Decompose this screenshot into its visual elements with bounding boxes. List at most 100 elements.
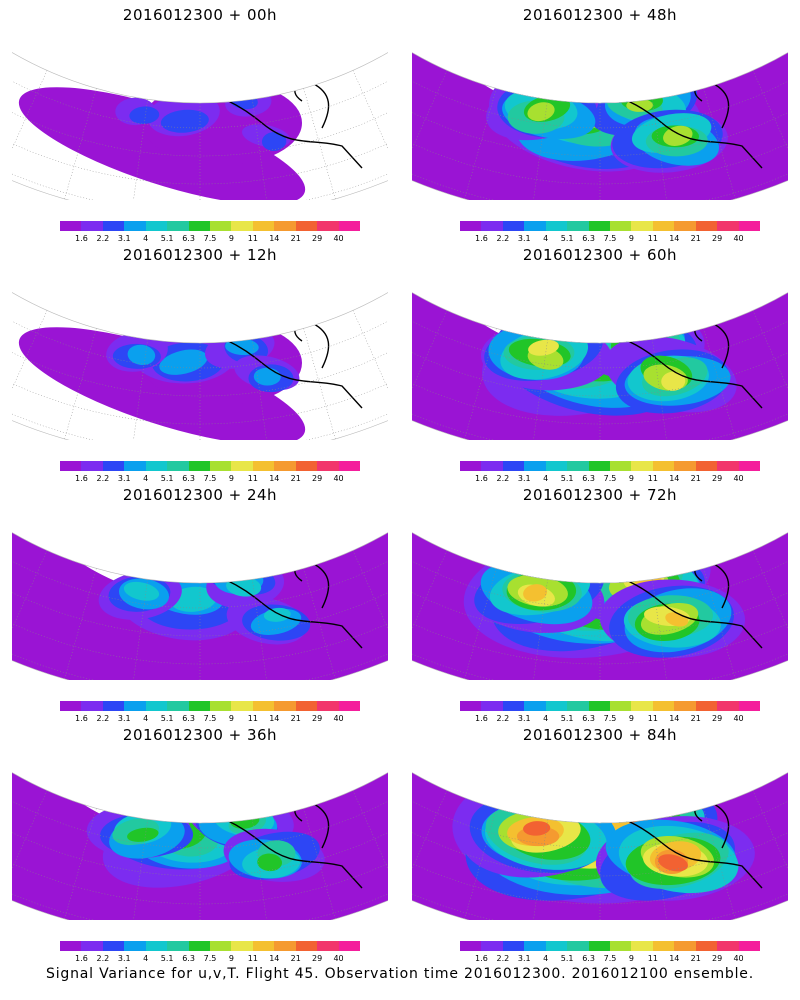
colorbar-label: 4 [143,474,149,483]
colorbar-swatch [631,701,654,711]
colorbar: 1.6 2.2 3.1 4 5.1 6.3 7.5 9 11 14 21 29 40 [60,941,361,965]
colorbar-swatch [231,701,254,711]
colorbar-swatch [524,461,547,471]
colorbar-swatch [502,221,525,231]
colorbar-label: 11 [647,234,658,243]
colorbar-label: 1.6 [475,474,488,483]
colorbar-label: 14 [269,954,280,963]
colorbar-label: 40 [733,234,744,243]
colorbar-label: 2.2 [96,714,110,723]
colorbar-label: 9 [628,714,634,723]
colorbar-label: 1.6 [475,954,488,963]
colorbar-label: 6.3 [582,714,595,723]
colorbar-label: 7.5 [603,234,617,243]
colorbar-swatch [124,701,147,711]
colorbar-label: 9 [228,954,234,963]
colorbar-swatch [124,221,147,231]
colorbar-swatch [338,461,361,471]
colorbar-swatch [674,221,697,231]
colorbar-swatch [317,461,340,471]
colorbar-label: 7.5 [603,714,617,723]
colorbar-swatch [610,701,632,711]
map-panel-00h: 2016012300 + 00h 1.6 2.2 3.1 4 5.1 6.3 7.5 9 11 1… [0,0,400,243]
variance-field [412,525,788,680]
variance-field [12,285,388,440]
colorbar-swatch [145,941,168,951]
colorbar-label: 7.5 [203,234,217,243]
colorbar: 1.6 2.2 3.1 4 5.1 6.3 7.5 9 11 14 21 29 40 [60,221,361,245]
colorbar-swatch [738,941,761,951]
graticule [12,66,388,200]
colorbar-label: 6.3 [182,714,195,723]
colorbar-swatch [210,221,232,231]
colorbar-swatch [695,461,718,471]
colorbar-label: 3.1 [117,714,131,723]
colorbar-label: 21 [290,474,301,483]
colorbar-label: 11 [647,954,658,963]
colorbar-swatch [588,461,611,471]
colorbar-swatch [674,941,697,951]
colorbar-label: 9 [228,474,234,483]
map-border [12,292,388,440]
colorbar-swatch [502,461,525,471]
colorbar-label: 7.5 [603,954,617,963]
colorbar-swatch [60,461,82,471]
colorbar-label: 6.3 [182,474,195,483]
colorbar-swatch [524,221,547,231]
colorbar-label: 14 [669,714,680,723]
panel-title: 2016012300 + 36h [122,726,278,744]
colorbar-label: 4 [143,954,149,963]
colorbar-label: 5.1 [560,954,574,963]
colorbar-swatch [295,941,318,951]
colorbar-label: 9 [628,954,634,963]
colorbar-label: 3.1 [517,954,531,963]
colorbar-label: 1.6 [75,234,88,243]
map-panel-24h: 2016012300 + 24h 1.6 2.2 3.1 4 5.1 6.3 7.5 9 11 1… [0,480,400,723]
colorbar-swatch [295,461,318,471]
colorbar-swatch [167,941,190,951]
colorbar-label: 40 [333,474,344,483]
colorbar-label: 40 [333,714,344,723]
colorbar-swatch [738,461,761,471]
colorbar-label: 2.2 [496,474,510,483]
map-border [12,772,388,920]
map-panel-84h: 2016012300 + 84h 1.6 2.2 3.1 4 5.1 6.3 7.5 9 11 1… [400,720,800,963]
panel-title: 2016012300 + 72h [522,486,678,504]
colorbar-swatch [81,941,104,951]
graticule [12,546,388,680]
colorbar-label: 5.1 [560,474,574,483]
panel-title: 2016012300 + 00h [122,6,278,24]
colorbar-swatch [338,941,361,951]
colorbar: 1.6 2.2 3.1 4 5.1 6.3 7.5 9 11 14 21 29 40 [460,941,761,965]
map-border [412,52,788,200]
colorbar-label: 11 [247,954,258,963]
colorbar-swatch [717,701,740,711]
colorbar-swatch [567,221,590,231]
panel-title: 2016012300 + 60h [522,246,678,264]
colorbar-swatch [231,461,254,471]
colorbar-swatch [102,221,125,231]
colorbar-label: 3.1 [117,474,131,483]
colorbar-label: 1.6 [75,714,88,723]
colorbar-swatch [231,941,254,951]
colorbar-swatch [60,941,82,951]
graticule [412,66,788,200]
variance-field [12,525,388,680]
graticule [412,306,788,440]
colorbar-label: 6.3 [582,954,595,963]
colorbar-swatch [610,941,632,951]
variance-field [412,45,788,200]
variance-map [412,525,788,680]
colorbar-label: 4 [143,234,149,243]
colorbar-swatch [210,461,232,471]
colorbar-swatch [188,941,211,951]
variance-map [12,45,388,200]
map-panel-60h: 2016012300 + 60h 1.6 2.2 3.1 4 5.1 6.3 7.5 9 11 1… [400,240,800,483]
variance-field [12,765,388,920]
colorbar-swatch [167,221,190,231]
colorbar-swatch [124,941,147,951]
colorbar-label: 1.6 [475,234,488,243]
colorbar-label: 3.1 [117,954,131,963]
colorbar-swatch [338,701,361,711]
colorbar-label: 2.2 [496,714,510,723]
